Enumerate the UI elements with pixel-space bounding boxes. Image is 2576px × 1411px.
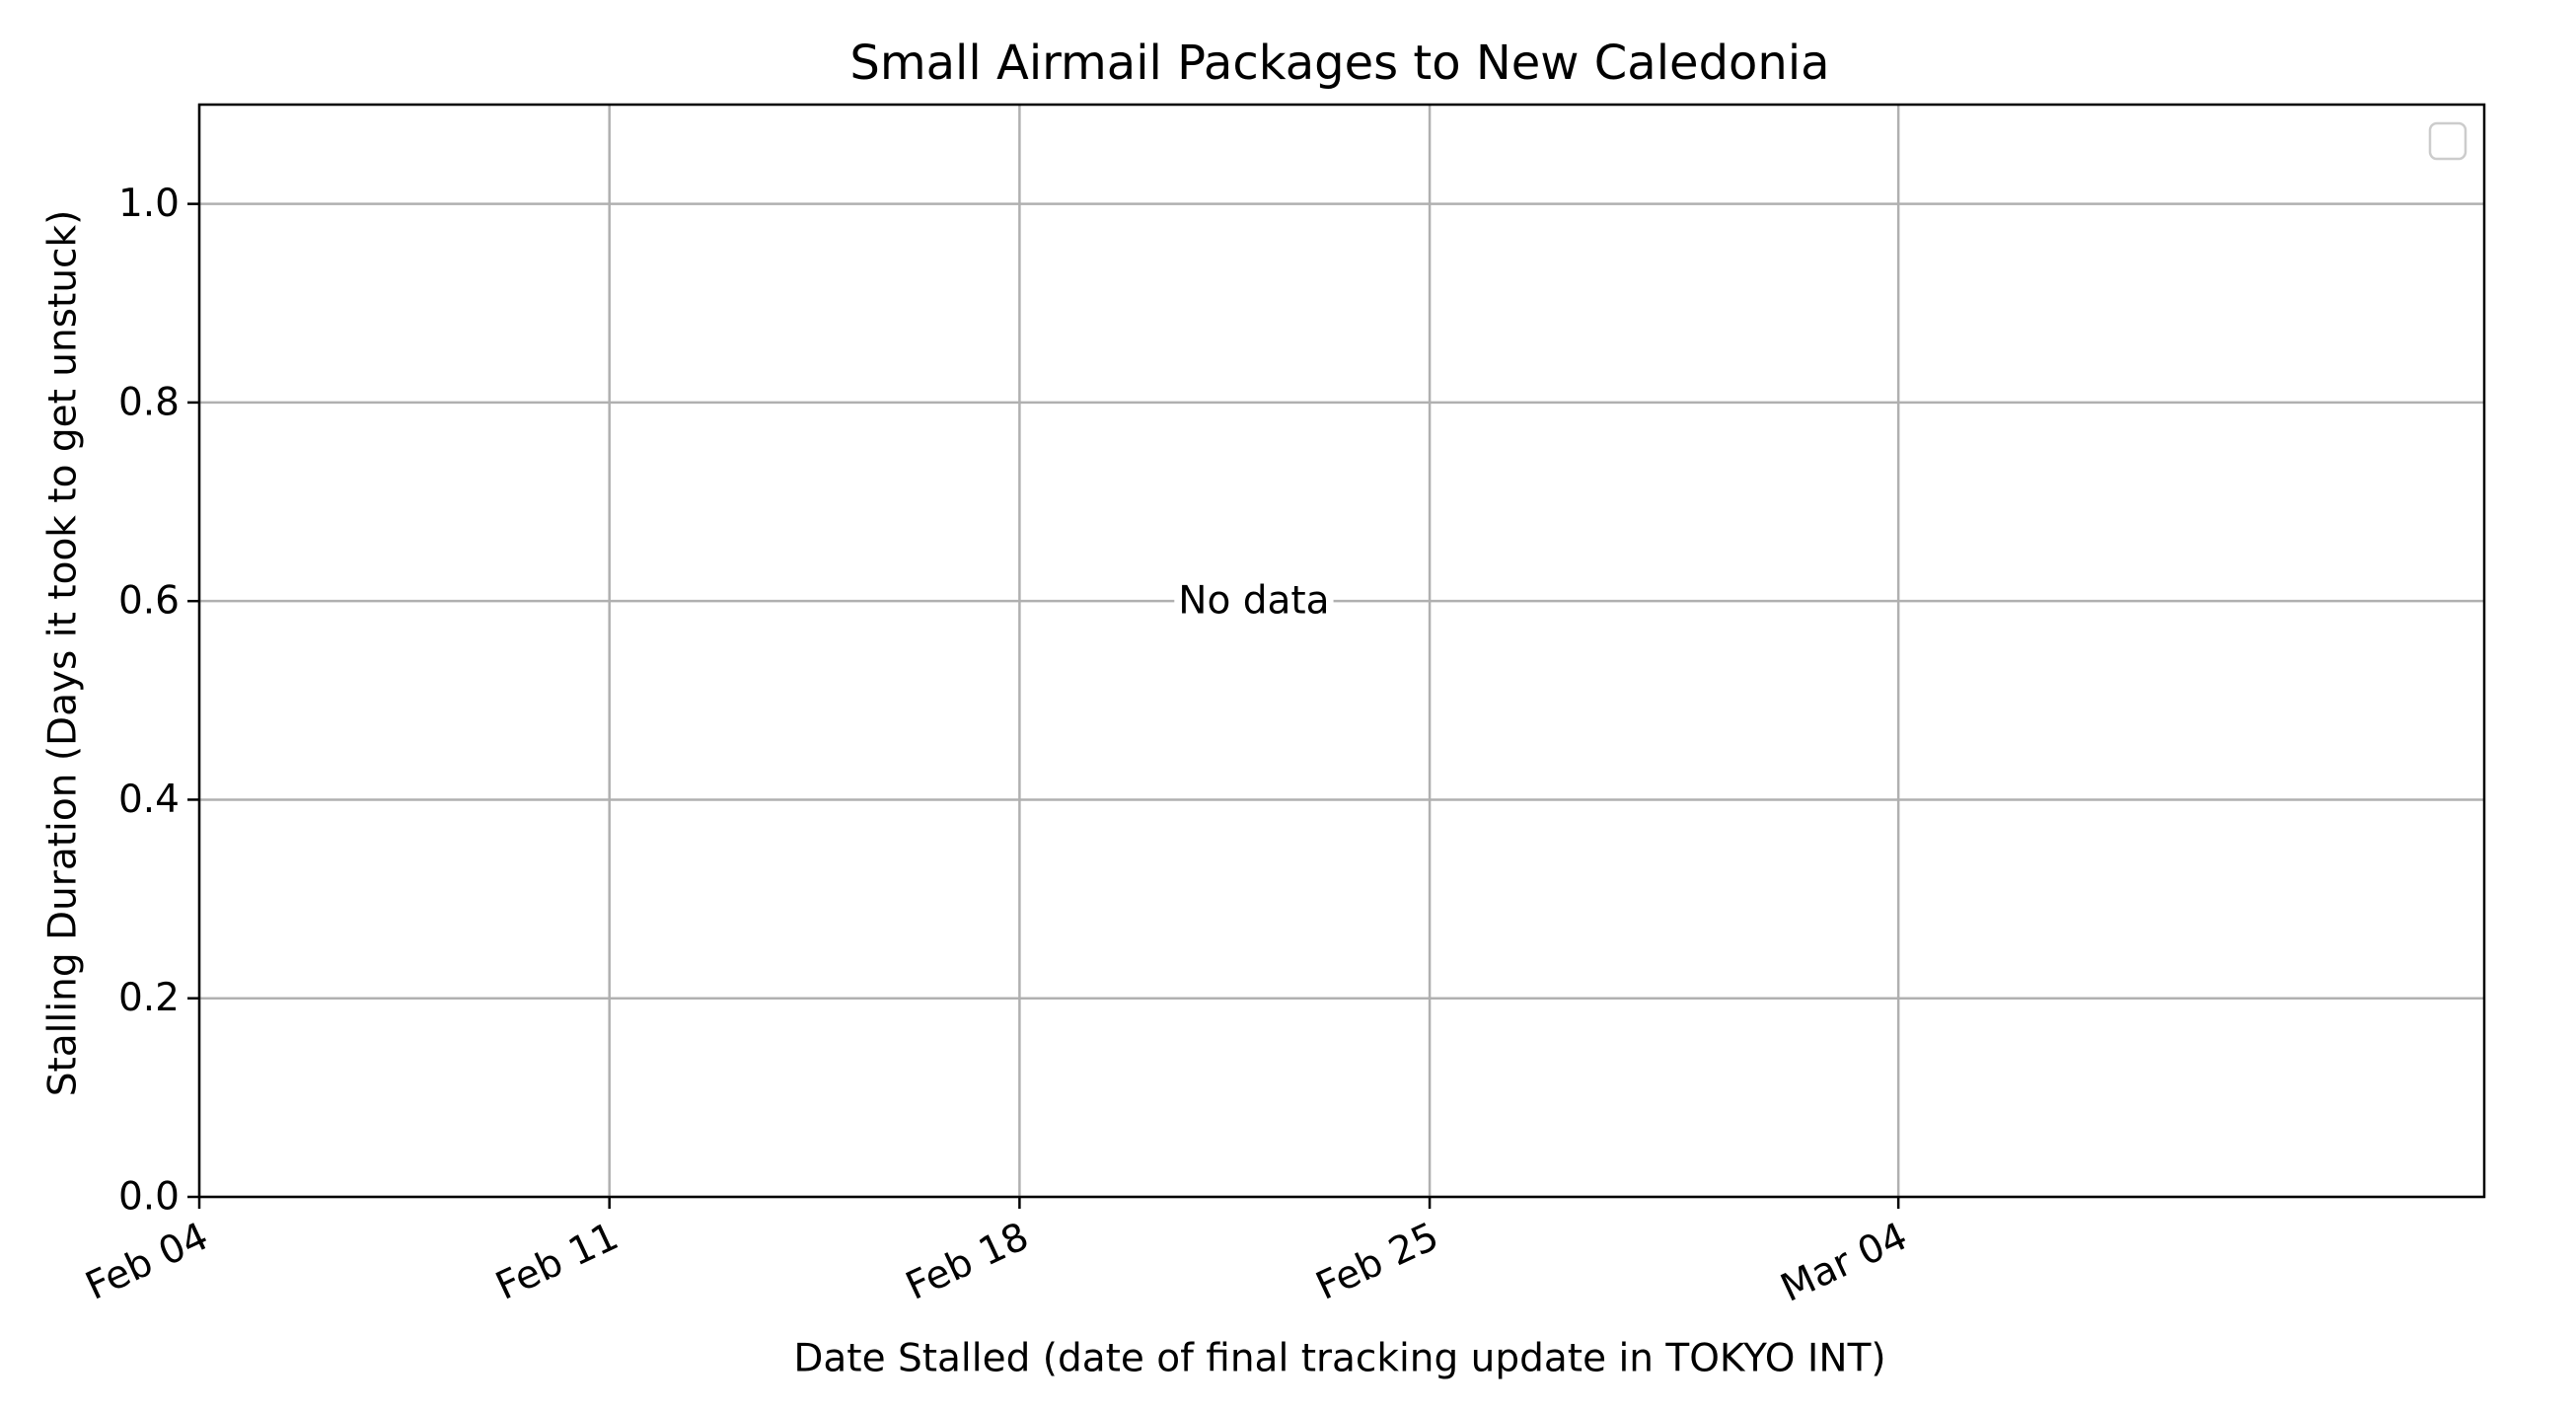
y-tick-label-0-8: 0.8 xyxy=(118,380,180,424)
y-tick-label-0-0: 0.0 xyxy=(118,1175,180,1220)
y-tick-label-0-2: 0.2 xyxy=(118,976,180,1020)
chart-title: Small Airmail Packages to New Caledonia xyxy=(849,36,1829,91)
x-axis-label: Date Stalled (date of final tracking upd… xyxy=(793,1337,1885,1381)
plot-area-frame xyxy=(197,103,2486,1199)
no-data-annotation: No data xyxy=(1178,579,1329,624)
y-axis-label: Stalling Duration (Days it took to get u… xyxy=(41,210,86,1097)
annotation-layer: No data xyxy=(1174,576,1334,626)
no-data-annotation-background xyxy=(1174,576,1334,626)
y-tick-label-0-4: 0.4 xyxy=(118,778,180,822)
y-tick-label-0-6: 0.6 xyxy=(118,579,180,624)
y-tick-label-1-0: 1.0 xyxy=(118,182,180,226)
legend-box xyxy=(2428,121,2467,161)
